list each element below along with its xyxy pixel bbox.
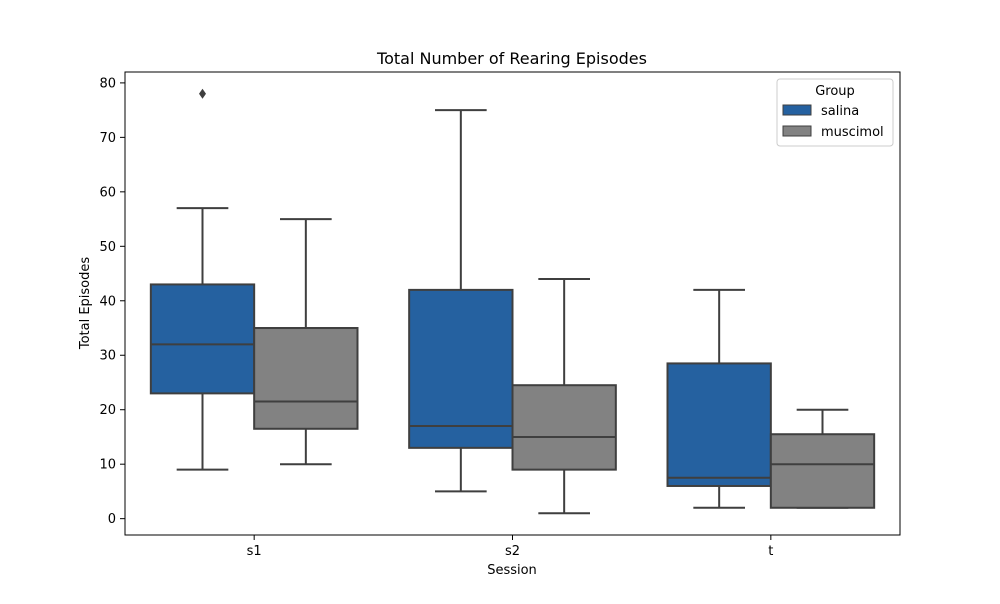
x-tick-label: s1 <box>247 544 262 559</box>
legend-swatch <box>782 125 812 137</box>
plot-frame <box>124 71 901 536</box>
box-muscimol-s1 <box>253 218 359 466</box>
box-muscimol-s2 <box>511 277 617 515</box>
legend-swatch <box>782 104 812 116</box>
box-muscimol-t <box>769 408 876 509</box>
y-tick-label: 60 <box>99 185 116 200</box>
box-iqr <box>149 283 256 395</box>
box-salina-s2 <box>408 109 514 493</box>
legend-label: muscimol <box>821 125 884 140</box>
y-tick-label: 0 <box>108 512 116 527</box>
y-tick-label: 20 <box>99 403 116 418</box>
box-iqr <box>511 384 617 471</box>
box-iqr <box>408 288 514 449</box>
x-tick-label: t <box>768 544 773 559</box>
boxes <box>149 88 876 515</box>
y-tick-label: 50 <box>99 240 116 255</box>
box-iqr <box>666 362 772 487</box>
y-tick-label: 40 <box>99 294 116 309</box>
y-axis-label: Total Episodes <box>78 257 93 351</box>
box-salina-t <box>666 288 772 509</box>
chart-title: Total Number of Rearing Episodes <box>376 49 647 68</box>
box-iqr <box>253 327 359 430</box>
y-tick-label: 70 <box>99 131 116 146</box>
box-iqr <box>769 433 876 509</box>
axes: 0 10 20 30 40 50 60 70 80 s1 s2 t <box>99 76 773 559</box>
x-axis-label: Session <box>487 563 537 578</box>
outlier-point <box>199 88 206 99</box>
x-tick-label: s2 <box>505 544 520 559</box>
y-tick-label: 30 <box>99 349 116 364</box>
box-salina-s1 <box>149 88 256 471</box>
legend: Group salina muscimol <box>776 78 894 147</box>
legend-label: salina <box>821 104 859 119</box>
y-tick-label: 10 <box>99 458 116 473</box>
legend-title: Group <box>815 84 855 99</box>
y-tick-label: 80 <box>99 76 116 91</box>
